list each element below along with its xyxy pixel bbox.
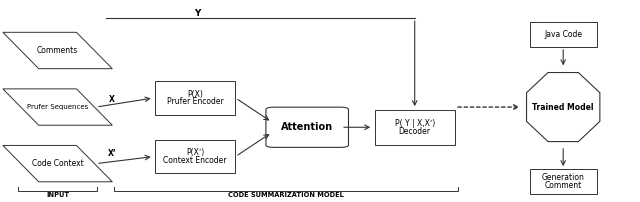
Polygon shape: [527, 73, 600, 142]
Text: P(X): P(X): [188, 90, 203, 99]
Text: Prufer Sequences: Prufer Sequences: [27, 104, 88, 110]
Text: P(Xʼ): P(Xʼ): [186, 148, 204, 157]
FancyBboxPatch shape: [155, 81, 236, 115]
Text: Context Encoder: Context Encoder: [163, 156, 227, 165]
Polygon shape: [3, 145, 113, 182]
Text: Trained Model: Trained Model: [532, 103, 594, 112]
Text: P( Y | X,Xʼ): P( Y | X,Xʼ): [395, 119, 435, 128]
Text: Code Context: Code Context: [32, 159, 83, 168]
Polygon shape: [3, 89, 113, 125]
Text: Comments: Comments: [37, 46, 78, 55]
Text: Java Code: Java Code: [544, 30, 582, 39]
FancyBboxPatch shape: [266, 107, 349, 147]
Text: X: X: [109, 95, 115, 104]
FancyBboxPatch shape: [155, 140, 236, 173]
Text: Xʼ: Xʼ: [108, 149, 116, 158]
FancyBboxPatch shape: [375, 109, 455, 145]
Text: Decoder: Decoder: [399, 127, 431, 136]
Text: Prufer Encoder: Prufer Encoder: [167, 97, 223, 106]
Text: INPUT: INPUT: [46, 192, 69, 198]
Text: CODE SUMMARIZATION MODEL: CODE SUMMARIZATION MODEL: [228, 192, 344, 198]
Text: Attention: Attention: [281, 122, 333, 132]
Text: Comment: Comment: [545, 181, 582, 190]
Text: Y: Y: [195, 9, 201, 18]
Polygon shape: [3, 32, 113, 69]
FancyBboxPatch shape: [530, 169, 596, 194]
FancyBboxPatch shape: [530, 22, 596, 47]
Text: Generation: Generation: [542, 174, 584, 182]
